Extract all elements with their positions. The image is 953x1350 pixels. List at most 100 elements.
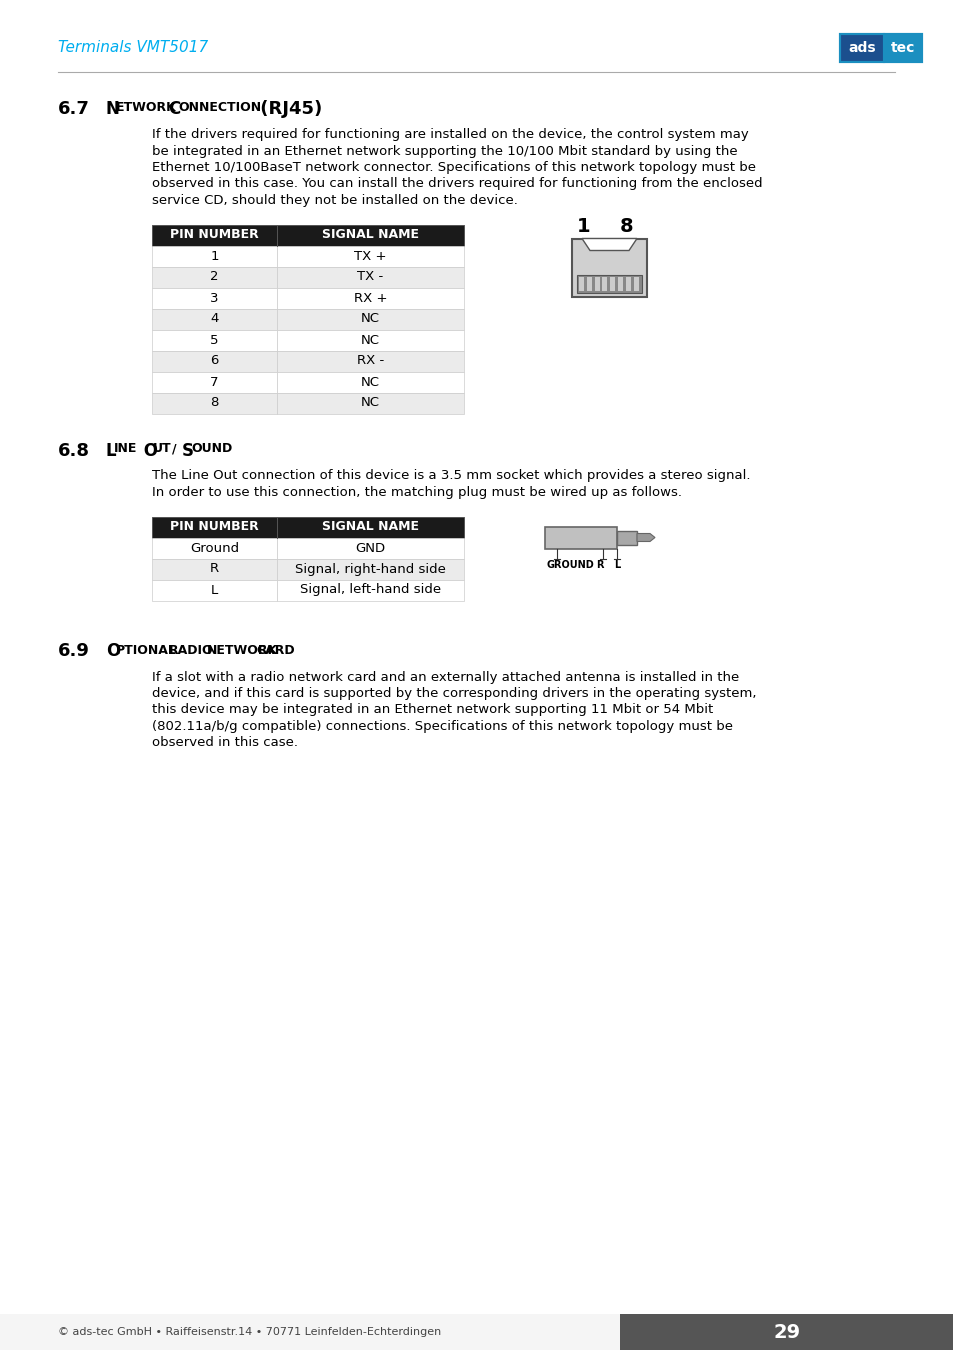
Bar [276, 537, 463, 559]
Text: 4: 4 [210, 312, 218, 325]
Text: 8: 8 [619, 216, 633, 235]
Bar [625, 277, 630, 290]
Bar [572, 239, 646, 297]
Text: 6.7: 6.7 [58, 100, 90, 117]
Bar [619, 1314, 953, 1350]
Text: 1: 1 [577, 216, 590, 235]
Bar [276, 579, 463, 601]
Text: (RJ45): (RJ45) [253, 100, 322, 117]
Text: PIN NUMBER: PIN NUMBER [170, 521, 258, 533]
Text: R: R [596, 560, 603, 571]
Text: L: L [613, 560, 619, 571]
Bar [610, 277, 615, 290]
Bar [594, 277, 599, 290]
Text: © ads-tec GmbH • Raiffeisenstr.14 • 70771 Leinfelden-Echterdingen: © ads-tec GmbH • Raiffeisenstr.14 • 7077… [58, 1327, 441, 1336]
Text: SIGNAL NAME: SIGNAL NAME [321, 521, 418, 533]
Bar [633, 277, 638, 290]
Text: 29: 29 [773, 1323, 800, 1342]
Text: device, and if this card is supported by the corresponding drivers in the operat: device, and if this card is supported by… [152, 687, 756, 701]
Text: OUND: OUND [191, 443, 232, 455]
Bar [152, 371, 276, 393]
Text: Ground: Ground [190, 541, 238, 555]
Bar [617, 531, 637, 544]
Text: /: / [172, 443, 176, 455]
Bar [152, 288, 276, 309]
Bar [152, 517, 463, 537]
Text: In order to use this connection, the matching plug must be wired up as follows.: In order to use this connection, the mat… [152, 486, 681, 500]
Text: PIN NUMBER: PIN NUMBER [170, 228, 258, 242]
Text: R: R [210, 563, 219, 575]
Bar [152, 224, 463, 246]
Bar [152, 537, 276, 559]
Text: If the drivers required for functioning are installed on the device, the control: If the drivers required for functioning … [152, 128, 748, 140]
Text: N: N [106, 100, 120, 117]
Bar [883, 34, 921, 62]
Text: RX -: RX - [356, 355, 384, 367]
Text: 6: 6 [210, 355, 218, 367]
Bar [276, 351, 463, 371]
Bar [276, 371, 463, 393]
Bar [586, 277, 591, 290]
Text: Signal, left-hand side: Signal, left-hand side [299, 583, 440, 597]
Text: CARD: CARD [255, 644, 294, 656]
Text: S: S [182, 441, 193, 459]
Text: (802.11a/b/g compatible) connections. Specifications of this network topology mu: (802.11a/b/g compatible) connections. Sp… [152, 720, 732, 733]
Text: 7: 7 [210, 375, 218, 389]
Bar [840, 34, 883, 62]
Bar [577, 274, 641, 293]
Text: TX -: TX - [357, 270, 383, 284]
Text: UT: UT [152, 443, 172, 455]
Polygon shape [637, 533, 655, 541]
Bar [152, 266, 276, 288]
Text: O: O [138, 441, 158, 459]
Bar [152, 579, 276, 601]
Text: RADIO: RADIO [169, 644, 213, 656]
Text: Terminals VMT5017: Terminals VMT5017 [58, 40, 208, 55]
Text: C: C [168, 100, 180, 117]
Text: observed in this case.: observed in this case. [152, 737, 297, 749]
Text: ONNECTION: ONNECTION [178, 101, 261, 113]
Bar [152, 351, 276, 371]
Text: Ethernet 10/100BaseT network connector. Specifications of this network topology : Ethernet 10/100BaseT network connector. … [152, 161, 755, 174]
Text: 2: 2 [210, 270, 218, 284]
Text: GROUND: GROUND [546, 560, 594, 571]
Text: SIGNAL NAME: SIGNAL NAME [321, 228, 418, 242]
Text: PTIONAL: PTIONAL [116, 644, 176, 656]
Text: NC: NC [360, 375, 379, 389]
Text: O: O [106, 643, 120, 660]
Bar [152, 246, 276, 266]
Text: NC: NC [360, 312, 379, 325]
Bar [152, 309, 276, 329]
Bar [276, 309, 463, 329]
Text: tec: tec [890, 40, 914, 55]
Text: NC: NC [360, 333, 379, 347]
Text: TX +: TX + [354, 250, 386, 262]
Text: Signal, right-hand side: Signal, right-hand side [294, 563, 445, 575]
Text: L: L [211, 583, 218, 597]
Text: INE: INE [113, 443, 137, 455]
Text: The Line Out connection of this device is a 3.5 mm socket which provides a stere: The Line Out connection of this device i… [152, 470, 750, 482]
Bar [840, 34, 921, 62]
Text: GND: GND [355, 541, 385, 555]
Text: 1: 1 [210, 250, 218, 262]
Text: RX +: RX + [354, 292, 387, 305]
Polygon shape [581, 239, 637, 251]
Text: 6.9: 6.9 [58, 643, 90, 660]
Text: If a slot with a radio network card and an externally attached antenna is instal: If a slot with a radio network card and … [152, 671, 739, 683]
Bar [601, 277, 607, 290]
Bar [276, 329, 463, 351]
Bar [0, 1314, 619, 1350]
Bar [276, 288, 463, 309]
Bar [152, 393, 276, 413]
Bar [276, 559, 463, 579]
Text: ads: ads [847, 40, 875, 55]
Text: NC: NC [360, 397, 379, 409]
Bar [618, 277, 622, 290]
Bar [152, 329, 276, 351]
Bar [544, 526, 617, 548]
Text: 3: 3 [210, 292, 218, 305]
Bar [276, 393, 463, 413]
Bar [578, 277, 583, 290]
Text: 8: 8 [210, 397, 218, 409]
Bar [152, 559, 276, 579]
